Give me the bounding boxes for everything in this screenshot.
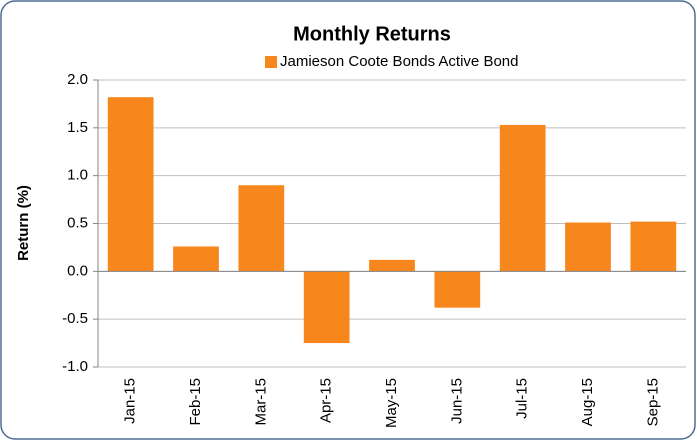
bar [303, 271, 350, 344]
bar [107, 97, 154, 272]
y-tick-label: -0.5 [62, 310, 88, 327]
x-tick-label: Jun-15 [448, 378, 465, 424]
x-tick-label: Aug-15 [579, 378, 596, 426]
y-tick-label: 0.5 [67, 214, 88, 231]
y-axis-label: Return (%) [15, 185, 32, 261]
y-tick-label: 0.0 [67, 262, 88, 279]
bar [173, 246, 219, 272]
x-tick-label: Mar-15 [252, 378, 269, 426]
y-tick-label: 2.0 [67, 71, 88, 88]
y-tick-label: 1.0 [67, 167, 88, 184]
x-tick-label: Jul-15 [514, 378, 531, 419]
bar [434, 271, 481, 308]
x-tick-label: Apr-15 [318, 378, 335, 423]
x-tick-label: May-15 [383, 378, 400, 428]
bar [630, 221, 677, 272]
y-tick-label: 1.5 [67, 119, 88, 136]
chart-title: Monthly Returns [293, 23, 451, 45]
x-tick-label: Jan-15 [122, 378, 139, 424]
bar [565, 222, 611, 272]
bar [499, 124, 546, 272]
x-tick-label: Feb-15 [187, 378, 204, 426]
legend-label: Jamieson Coote Bonds Active Bond [280, 53, 518, 70]
legend-swatch [265, 56, 277, 68]
x-tick-label: Sep-15 [644, 378, 661, 426]
y-tick-label: -1.0 [62, 358, 88, 375]
bar [238, 185, 285, 272]
bar [369, 259, 415, 272]
